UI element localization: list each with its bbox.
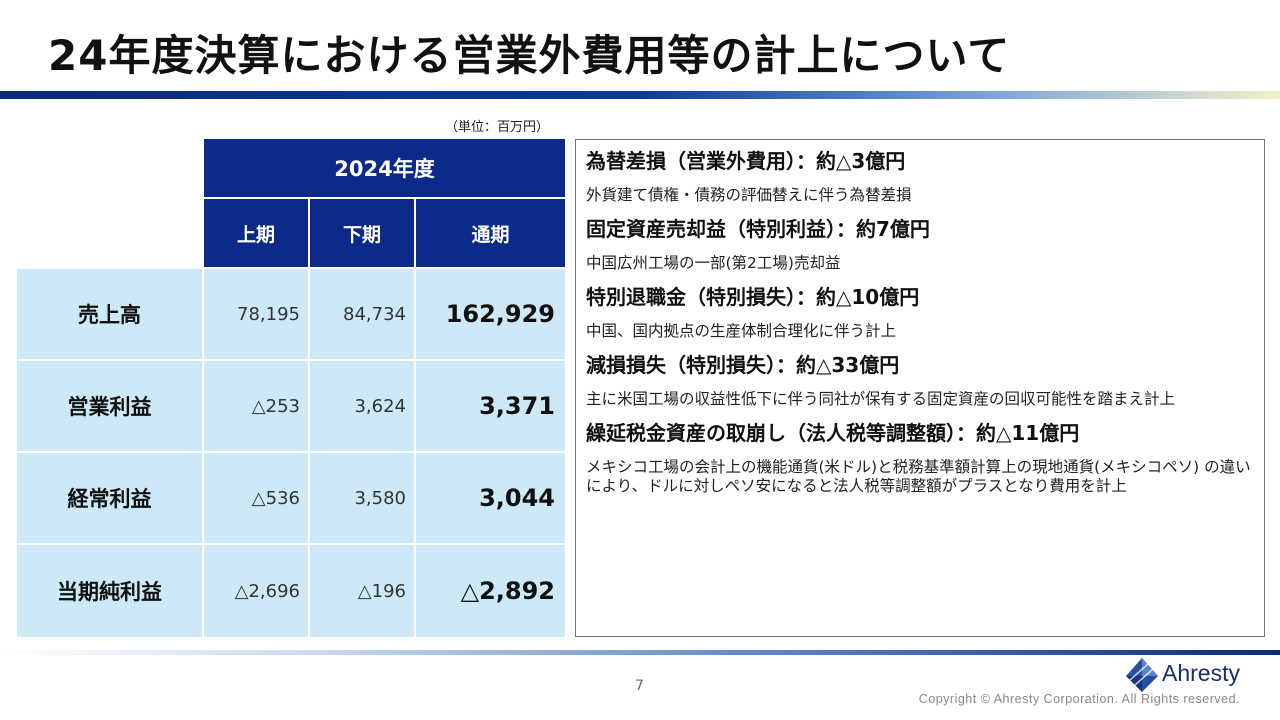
value-total: 162,929 <box>416 269 565 359</box>
note-heading: 特別退職金（特別損失）：約△10億円 <box>586 285 920 309</box>
note-description: 中国広州工場の一部(第2工場)売却益 <box>586 254 841 272</box>
value-h1: 78,195 <box>204 269 308 359</box>
footer-bar <box>0 650 1280 655</box>
copyright-text: Copyright © Ahresty Corporation. All Rig… <box>918 692 1240 706</box>
value-h2: 3,580 <box>310 453 414 543</box>
note-description: 外貨建て債権・債務の評価替えに伴う為替差損 <box>586 186 912 204</box>
logo-text: Ahresty <box>1162 660 1240 686</box>
notes-panel: 為替差損（営業外費用）：約△3億円 外貨建て債権・債務の評価替えに伴う為替差損 … <box>575 139 1265 637</box>
note-item: 為替差損（営業外費用）：約△3億円 外貨建て債権・債務の評価替えに伴う為替差損 <box>586 148 1254 205</box>
note-heading: 固定資産売却益（特別利益）：約7億円 <box>586 217 930 241</box>
note-item: 特別退職金（特別損失）：約△10億円 中国、国内拠点の生産体制合理化に伴う計上 <box>586 284 1254 341</box>
page-title: 24年度決算における営業外費用等の計上について <box>48 31 1011 80</box>
note-heading: 減損損失（特別損失）：約△33億円 <box>586 353 900 377</box>
value-h2: 3,624 <box>310 361 414 451</box>
value-total: 3,044 <box>416 453 565 543</box>
value-h2: △196 <box>310 545 414 637</box>
value-total: 3,371 <box>416 361 565 451</box>
company-logo: Ahresty <box>1122 656 1272 694</box>
row-label: 売上高 <box>17 269 202 359</box>
financial-table: 2024年度 上期 下期 通期 売上高 78,195 84,734 162,92… <box>17 139 565 637</box>
row-label: 経常利益 <box>17 453 202 543</box>
row-label: 営業利益 <box>17 361 202 451</box>
title-underline <box>0 91 1280 99</box>
page-number: 7 <box>635 678 644 694</box>
value-h1: △536 <box>204 453 308 543</box>
value-h1: △2,696 <box>204 545 308 637</box>
value-h2: 84,734 <box>310 269 414 359</box>
unit-note: （単位：百万円） <box>445 120 550 135</box>
col-header-total: 通期 <box>416 199 565 267</box>
logo-mark-icon <box>1126 658 1158 692</box>
col-header-h1: 上期 <box>204 199 308 267</box>
note-heading: 為替差損（営業外費用）：約△3億円 <box>586 149 906 173</box>
year-header: 2024年度 <box>204 139 565 197</box>
note-item: 減損損失（特別損失）：約△33億円 主に米国工場の収益性低下に伴う同社が保有する… <box>586 352 1254 409</box>
note-item: 繰延税金資産の取崩し（法人税等調整額）：約△11億円 メキシコ工場の会計上の機能… <box>586 420 1254 496</box>
value-h1: △253 <box>204 361 308 451</box>
col-header-h2: 下期 <box>310 199 414 267</box>
row-label: 当期純利益 <box>17 545 202 637</box>
value-total: △2,892 <box>416 545 565 637</box>
note-item: 固定資産売却益（特別利益）：約7億円 中国広州工場の一部(第2工場)売却益 <box>586 216 1254 273</box>
note-description: 中国、国内拠点の生産体制合理化に伴う計上 <box>586 322 897 340</box>
note-description: 主に米国工場の収益性低下に伴う同社が保有する固定資産の回収可能性を踏まえ計上 <box>586 390 1176 408</box>
note-description: メキシコ工場の会計上の機能通貨(米ドル)と税務基準額計算上の現地通貨(メキシコペ… <box>586 458 1251 495</box>
note-heading: 繰延税金資産の取崩し（法人税等調整額）：約△11億円 <box>586 421 1080 445</box>
